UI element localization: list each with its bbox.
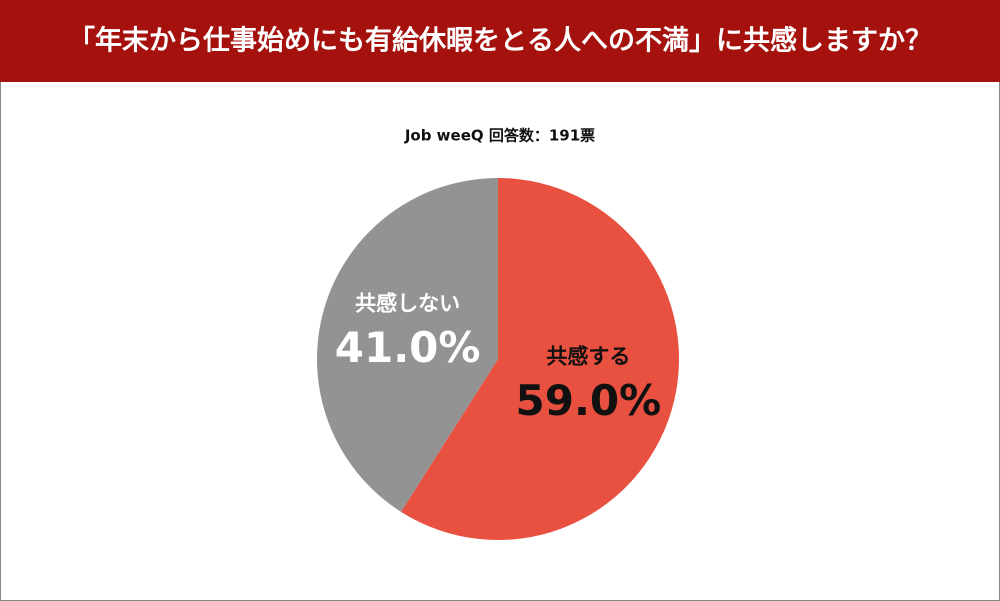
pie <box>316 178 679 540</box>
pie-slice <box>401 178 679 540</box>
pie-slice <box>316 178 498 512</box>
header-bar <box>0 0 1000 82</box>
category-label: 共感しない <box>355 292 460 316</box>
chart-subtitle: Job weeQ 回答数：191票 <box>404 127 595 145</box>
chart-title: 「年末から仕事始めにも有給休暇をとる人への不満」に共感しますか？ <box>68 25 932 57</box>
category-label: 共感する <box>546 344 630 368</box>
labels: 共感する 59.0% 共感しない 41.0% <box>335 292 661 425</box>
value-label: 41.0% <box>335 323 481 372</box>
value-label: 59.0% <box>516 376 662 425</box>
